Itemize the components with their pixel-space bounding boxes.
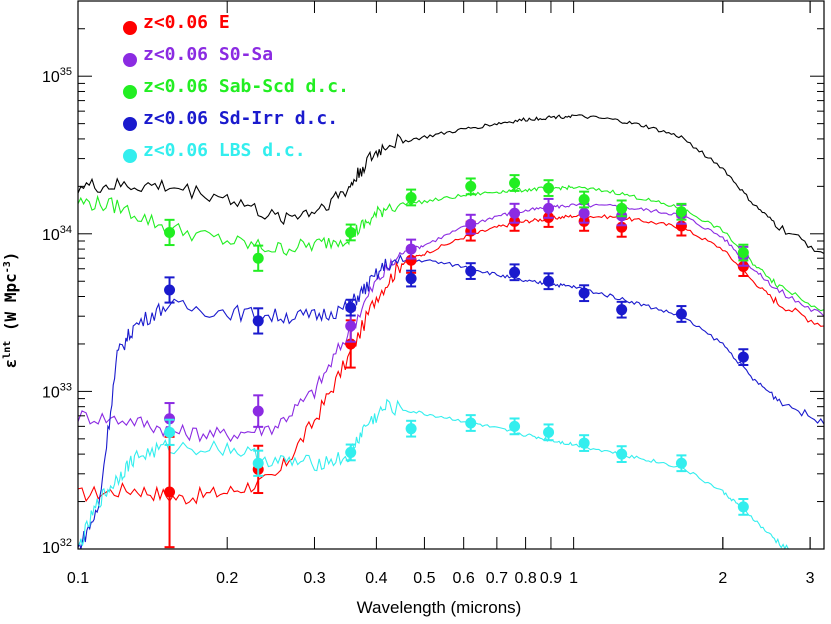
data-point-4-9 bbox=[675, 457, 687, 469]
x-tick-label-1: 0.2 bbox=[216, 570, 238, 587]
legend-label-2: z<0.06 Sab-Scd d.c. bbox=[143, 76, 349, 97]
curve-0 bbox=[77, 214, 825, 505]
data-point-3-2 bbox=[345, 302, 357, 314]
curve-2 bbox=[77, 184, 825, 312]
x-tick-label-7: 0.8 bbox=[514, 570, 536, 587]
data-point-1-6 bbox=[543, 202, 555, 214]
data-point-2-2 bbox=[345, 226, 357, 238]
legend: z<0.06 E z<0.06 S0-Sa z<0.06 Sab-Scd d.c. z… bbox=[123, 12, 349, 163]
curve-1 bbox=[77, 203, 825, 443]
data-point-2-3 bbox=[405, 191, 417, 203]
data-point-3-1 bbox=[252, 315, 264, 327]
y-axis-title: εlnt (W Mpc-3) bbox=[1, 252, 20, 369]
data-point-2-9 bbox=[675, 206, 687, 218]
data-point-3-4 bbox=[465, 265, 477, 277]
data-point-4-7 bbox=[578, 437, 590, 449]
data-point-2-8 bbox=[616, 202, 628, 214]
data-point-4-2 bbox=[345, 446, 357, 458]
x-tick-label-9: 1 bbox=[569, 570, 578, 587]
y-tick-label-0: 1032 bbox=[42, 537, 72, 557]
legend-marker-4 bbox=[123, 149, 137, 163]
legend-marker-1 bbox=[123, 53, 137, 67]
legend-label-3: z<0.06 Sd-Irr d.c. bbox=[143, 108, 338, 129]
model-curves bbox=[77, 114, 825, 550]
curve-3 bbox=[77, 254, 825, 550]
data-point-2-5 bbox=[509, 177, 521, 189]
y-tick-label-2: 1034 bbox=[42, 224, 72, 244]
data-point-2-6 bbox=[543, 182, 555, 194]
legend-marker-3 bbox=[123, 117, 137, 131]
x-tick-label-2: 0.3 bbox=[303, 570, 325, 587]
data-point-3-5 bbox=[509, 266, 521, 278]
y-tick-label-1: 1033 bbox=[42, 381, 72, 401]
data-point-2-0 bbox=[164, 226, 176, 238]
y-tick-labels: 1032 1033 1034 1035 bbox=[42, 66, 72, 557]
data-point-2-10 bbox=[737, 247, 749, 259]
x-tick-labels: 0.1 0.2 0.3 0.4 0.5 0.6 0.7 0.8 0.9 1 2 3 bbox=[67, 570, 815, 587]
data-point-2-4 bbox=[465, 180, 477, 192]
legend-marker-2 bbox=[123, 85, 137, 99]
data-point-4-5 bbox=[509, 420, 521, 432]
x-axis-title: Wavelength (microns) bbox=[357, 598, 522, 617]
data-point-3-10 bbox=[737, 351, 749, 363]
data-point-4-3 bbox=[405, 423, 417, 435]
data-point-1-3 bbox=[405, 243, 417, 255]
data-point-4-1 bbox=[252, 457, 264, 469]
data-point-3-9 bbox=[675, 308, 687, 320]
data-point-1-1 bbox=[252, 405, 264, 417]
data-point-3-3 bbox=[405, 273, 417, 285]
data-point-4-4 bbox=[465, 417, 477, 429]
data-point-0-3 bbox=[405, 254, 417, 266]
x-tick-label-3: 0.4 bbox=[365, 570, 387, 587]
legend-label-1: z<0.06 S0-Sa bbox=[143, 44, 273, 65]
x-tick-label-6: 0.7 bbox=[486, 570, 508, 587]
data-point-1-2 bbox=[345, 320, 357, 332]
x-tick-label-5: 0.6 bbox=[453, 570, 475, 587]
data-markers bbox=[164, 174, 749, 549]
legend-marker-0 bbox=[123, 21, 137, 35]
legend-label-4: z<0.06 LBS d.c. bbox=[143, 140, 306, 161]
data-point-4-8 bbox=[616, 448, 628, 460]
data-point-3-0 bbox=[164, 284, 176, 296]
axis-ticks bbox=[77, 0, 824, 550]
data-point-4-10 bbox=[737, 501, 749, 513]
data-point-2-1 bbox=[252, 252, 264, 264]
data-point-3-7 bbox=[578, 287, 590, 299]
plot-frame bbox=[77, 0, 825, 550]
data-point-4-0 bbox=[164, 426, 176, 438]
x-tick-label-8: 0.9 bbox=[540, 570, 562, 587]
data-point-1-4 bbox=[465, 218, 477, 230]
curve-4 bbox=[77, 398, 796, 550]
data-point-1-7 bbox=[578, 207, 590, 219]
data-point-4-6 bbox=[543, 426, 555, 438]
x-tick-label-4: 0.5 bbox=[413, 570, 435, 587]
data-point-0-0 bbox=[164, 486, 176, 498]
data-point-3-6 bbox=[543, 275, 555, 287]
data-point-2-7 bbox=[578, 194, 590, 206]
data-point-3-8 bbox=[616, 304, 628, 316]
x-tick-label-11: 3 bbox=[806, 570, 815, 587]
data-point-1-5 bbox=[509, 207, 521, 219]
legend-label-0: z<0.06 E bbox=[143, 12, 230, 33]
curve-5 bbox=[77, 114, 825, 254]
x-tick-label-10: 2 bbox=[718, 570, 727, 587]
x-tick-label-0: 0.1 bbox=[67, 570, 89, 587]
y-tick-label-3: 1035 bbox=[42, 66, 72, 86]
